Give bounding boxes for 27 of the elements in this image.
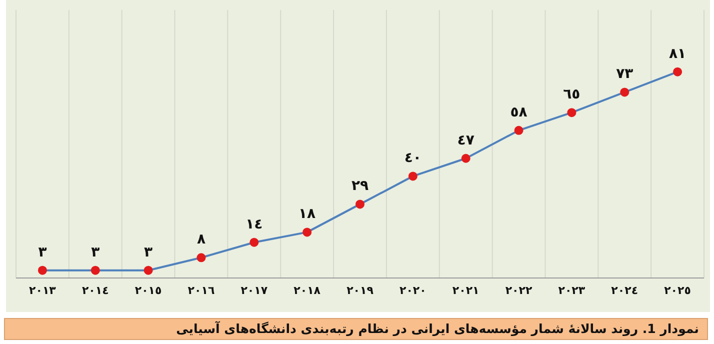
x-tick-label: ۲۰۱۷ <box>240 284 268 297</box>
x-tick-label: ۲۰۱٥ <box>134 284 162 297</box>
x-tick-label: ۲۰۲۰ <box>399 284 426 297</box>
data-label: ۷۳ <box>616 66 634 82</box>
data-label: ۸ <box>196 232 206 248</box>
x-tick-label: ۲۰۲۳ <box>558 284 586 297</box>
data-label: ٦٥ <box>563 86 580 103</box>
data-label: ٤۷ <box>457 132 475 148</box>
data-label: ۳ <box>91 244 100 260</box>
x-tick-label: ۲۰۱۳ <box>29 284 56 297</box>
data-label: ٥۸ <box>510 104 528 120</box>
x-tick-label: ۲۰۲٥ <box>664 284 692 297</box>
x-tick-label: ۲۰۲۲ <box>505 284 532 297</box>
data-label: ۸۱ <box>668 46 686 62</box>
data-label: ۲۹ <box>351 178 369 194</box>
data-label: ۳ <box>38 244 48 260</box>
data-label: ٤۰ <box>404 150 422 166</box>
data-label: ۳ <box>144 244 154 260</box>
x-tick-label: ۲۰۱٦ <box>188 284 215 297</box>
x-tick-label: ۲۰۱۹ <box>346 284 374 297</box>
x-tick-label: ۲۰۱٤ <box>82 284 109 297</box>
x-tick-label: ۲۰۲۱ <box>452 284 480 297</box>
data-label: ۱۸ <box>298 206 316 222</box>
x-tick-label: ۲۰۱۸ <box>294 284 321 297</box>
data-label: ۱٤ <box>246 216 263 232</box>
x-tick-label: ۲۰۲٤ <box>611 284 638 297</box>
text: نمودار 1. روند سالانهٔ شمار مؤسسه‌های ایرانی در نظام رتبه‌بندی دانشگاه‌های آسیایی <box>4 318 708 340</box>
